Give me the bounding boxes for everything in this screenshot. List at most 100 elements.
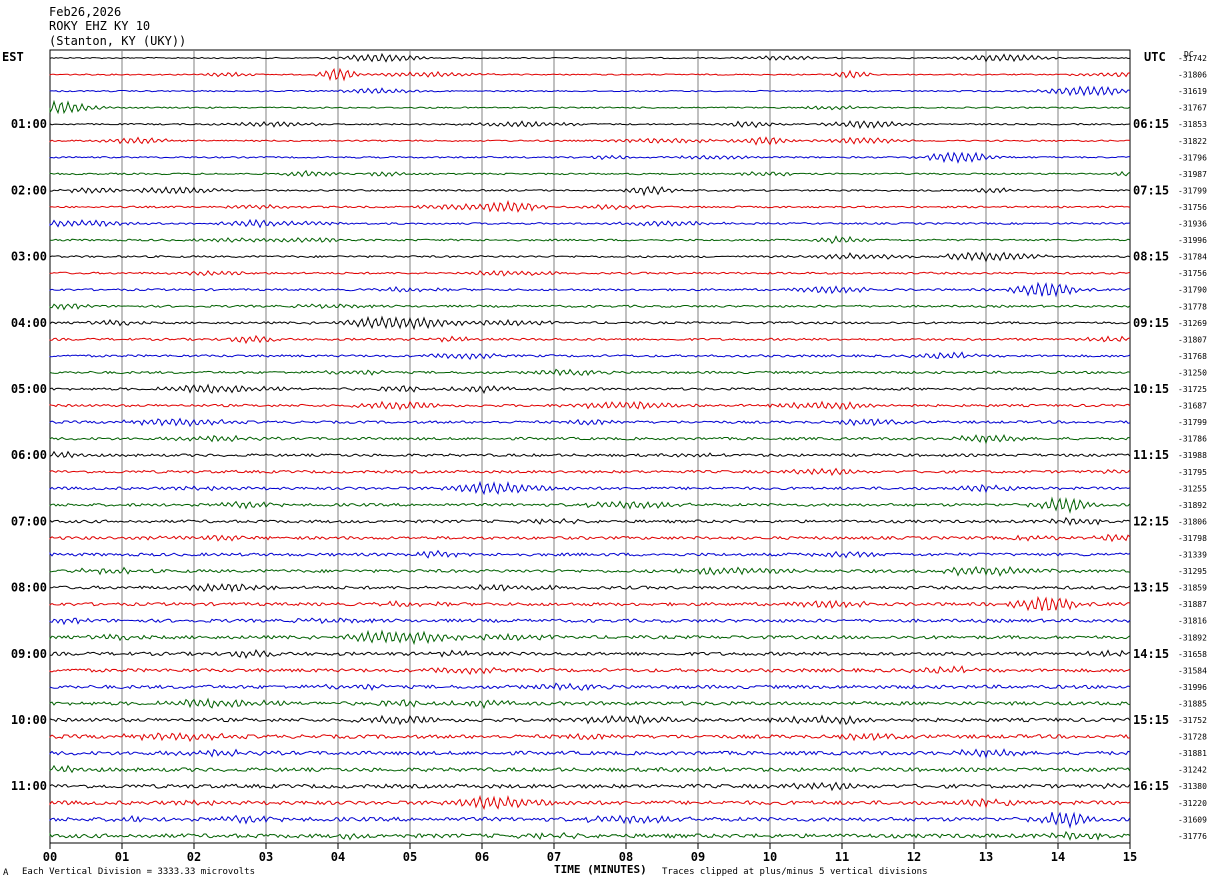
- left-hour-label: 07:00: [11, 514, 47, 528]
- trace-row: [49, 582, 1131, 593]
- right-hour-label: 10:15: [1133, 382, 1169, 396]
- trace-row: [49, 830, 1131, 841]
- clip-note: Traces clipped at plus/minus 5 vertical …: [662, 867, 928, 877]
- trace-row: [49, 811, 1131, 829]
- right-hour-label: 14:15: [1133, 647, 1169, 661]
- dc-offset-label: -31255: [1178, 484, 1207, 493]
- dc-offset-label: -31988: [1178, 451, 1207, 460]
- x-tick-label: 03: [259, 850, 273, 864]
- dc-offset-label: -31768: [1178, 352, 1207, 361]
- dc-offset-label: -31725: [1178, 385, 1207, 394]
- trace-row: [49, 185, 1131, 197]
- dc-offset-label: -31795: [1178, 468, 1207, 477]
- x-tick-label: 09: [691, 850, 705, 864]
- trace-row: [49, 269, 1131, 277]
- trace-row: [49, 120, 1131, 130]
- dc-offset-label: -31767: [1178, 104, 1207, 113]
- station-location: (Stanton, KY (UKY)): [49, 34, 187, 48]
- dc-offset-label: -31220: [1178, 799, 1207, 808]
- trace-row: [49, 334, 1131, 345]
- dc-offset-label: -31250: [1178, 368, 1207, 377]
- trace-row: [49, 648, 1131, 660]
- dc-offset-label: -31269: [1178, 319, 1207, 328]
- trace-row: [49, 169, 1131, 178]
- trace-row: [49, 67, 1131, 82]
- x-tick-label: 14: [1051, 850, 1065, 864]
- right-hour-label: 15:15: [1133, 713, 1169, 727]
- right-hour-label: 16:15: [1133, 779, 1169, 793]
- left-hour-label: 02:00: [11, 183, 47, 197]
- left-hour-label: 10:00: [11, 713, 47, 727]
- trace-row: [49, 400, 1131, 411]
- dc-offset-label: -31776: [1178, 832, 1207, 841]
- left-hour-label: 06:00: [11, 448, 47, 462]
- dc-offset-label: -31242: [1178, 766, 1207, 775]
- trace-row: [49, 281, 1131, 298]
- trace-row: [49, 368, 1131, 377]
- x-tick-label: 07: [547, 850, 561, 864]
- dc-offset-label: -31996: [1178, 236, 1207, 245]
- trace-row: [49, 251, 1131, 263]
- trace-row: [49, 665, 1131, 676]
- left-hour-label: 08:00: [11, 581, 47, 595]
- dc-offset-label: -31806: [1178, 517, 1207, 526]
- trace-row: [49, 682, 1131, 692]
- dc-offset-label: -31784: [1178, 253, 1207, 262]
- dc-offset-label: -31756: [1178, 269, 1207, 278]
- x-tick-label: 12: [907, 850, 921, 864]
- trace-row: [49, 235, 1131, 245]
- trace-row: [49, 748, 1131, 759]
- trace-row: [49, 151, 1131, 164]
- right-hour-label: 13:15: [1133, 581, 1169, 595]
- right-hour-label: 07:15: [1133, 183, 1169, 197]
- left-hour-label: 11:00: [11, 779, 47, 793]
- trace-row: [49, 764, 1131, 774]
- dc-offset-label: -31752: [1178, 716, 1207, 725]
- dc-offset-label: -31853: [1178, 120, 1207, 129]
- dc-offset-label: -31799: [1178, 186, 1207, 195]
- trace-row: [49, 417, 1131, 428]
- right-hour-label: 11:15: [1133, 448, 1169, 462]
- trace-row: [49, 732, 1131, 742]
- trace-row: [49, 434, 1131, 445]
- dc-offset-label: -31887: [1178, 600, 1207, 609]
- trace-row: [49, 351, 1131, 361]
- dc-offset-header: DC: [1184, 50, 1194, 59]
- dc-offset-label: -31798: [1178, 534, 1207, 543]
- left-hour-label: 01:00: [11, 117, 47, 131]
- trace-row: [49, 480, 1131, 496]
- dc-offset-label: -31584: [1178, 666, 1207, 675]
- dc-offset-label: -31885: [1178, 699, 1207, 708]
- corner-mark: A: [3, 868, 9, 878]
- trace-row: [49, 199, 1131, 213]
- x-tick-label: 11: [835, 850, 849, 864]
- trace-row: [49, 467, 1131, 477]
- dc-offset-label: -31778: [1178, 302, 1207, 311]
- trace-row: [49, 136, 1131, 146]
- left-timezone-label: EST: [2, 50, 24, 64]
- x-tick-label: 04: [331, 850, 345, 864]
- x-tick-label: 08: [619, 850, 633, 864]
- trace-row: [49, 595, 1131, 612]
- right-timezone-label: UTC: [1144, 50, 1166, 64]
- x-tick-label: 15: [1123, 850, 1137, 864]
- trace-row: [49, 85, 1131, 97]
- dc-offset-label: -31756: [1178, 203, 1207, 212]
- trace-row: [49, 218, 1131, 229]
- right-hour-label: 08:15: [1133, 250, 1169, 264]
- dc-offset-label: -31728: [1178, 733, 1207, 742]
- dc-offset-label: -31339: [1178, 551, 1207, 560]
- right-hour-label: 12:15: [1133, 514, 1169, 528]
- dc-offset-label: -31790: [1178, 286, 1207, 295]
- x-tick-label: 01: [115, 850, 129, 864]
- plot-frame: [49, 49, 1131, 844]
- dc-offset-label: -31996: [1178, 683, 1207, 692]
- dc-offset-label: -31936: [1178, 220, 1207, 229]
- left-hour-label: 09:00: [11, 647, 47, 661]
- trace-row: [49, 794, 1131, 811]
- trace-row: [49, 315, 1131, 331]
- dc-offset-label: -31892: [1178, 501, 1207, 510]
- dc-offset-label: -31786: [1178, 435, 1207, 444]
- dc-offset-label: -31807: [1178, 335, 1207, 344]
